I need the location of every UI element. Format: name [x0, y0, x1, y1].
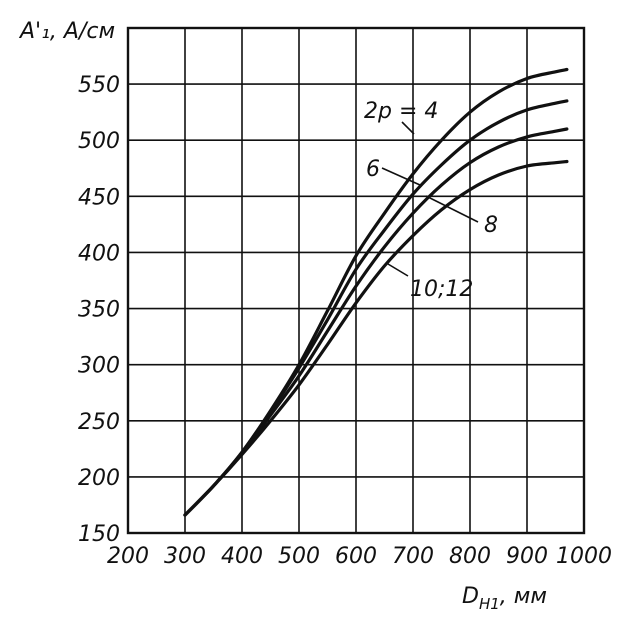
y-tick-label-200: 200 — [78, 466, 120, 491]
x-tick-label-700: 700 — [392, 544, 434, 569]
series-line-10-12 — [183, 159, 569, 517]
series-labels: 2p = 4 6 8 10;12 — [364, 99, 498, 302]
leader-line-10-12 — [387, 263, 409, 277]
leader-line-2p4 — [401, 121, 415, 135]
leader-line-6 — [381, 167, 421, 186]
grid — [128, 28, 584, 533]
x-tick-label-900: 900 — [506, 544, 548, 569]
y-tick-label-300: 300 — [78, 354, 120, 379]
x-tick-label-200: 200 — [107, 544, 149, 569]
y-tick-label-450: 450 — [78, 185, 120, 210]
y-tick-label-400: 400 — [78, 241, 120, 266]
x-axis-label-main: D — [462, 584, 479, 609]
x-tick-label-400: 400 — [221, 544, 263, 569]
x-axis-label-subscript: H1 — [479, 595, 500, 613]
tick-labels: 200 300 400 500 600 700 800 900 1000150200250300… — [78, 73, 612, 569]
series-label-6: 6 — [366, 157, 380, 182]
x-tick-label-800: 800 — [449, 544, 491, 569]
x-tick-label-300: 300 — [164, 544, 206, 569]
series-label-8: 8 — [484, 213, 498, 238]
y-axis-label: A'₁, A/см — [18, 19, 115, 44]
x-tick-label-1000: 1000 — [556, 544, 612, 569]
y-tick-label-150: 150 — [78, 522, 120, 547]
y-tick-label-250: 250 — [78, 410, 120, 435]
y-tick-label-550: 550 — [78, 73, 120, 98]
plot-frame — [126, 26, 586, 535]
curves — [183, 67, 569, 517]
y-tick-label-350: 350 — [78, 298, 120, 323]
y-tick-label-500: 500 — [78, 129, 120, 154]
x-axis-label-unit: , мм — [500, 584, 547, 609]
series-label-2p4: 2p = 4 — [364, 99, 438, 124]
series-leaders — [381, 121, 479, 277]
x-tick-label-600: 600 — [335, 544, 377, 569]
x-axis-label: DH1, мм — [462, 584, 547, 613]
series-label-10-12: 10;12 — [410, 277, 473, 302]
x-tick-label-500: 500 — [278, 544, 320, 569]
leader-line-8 — [425, 195, 479, 223]
